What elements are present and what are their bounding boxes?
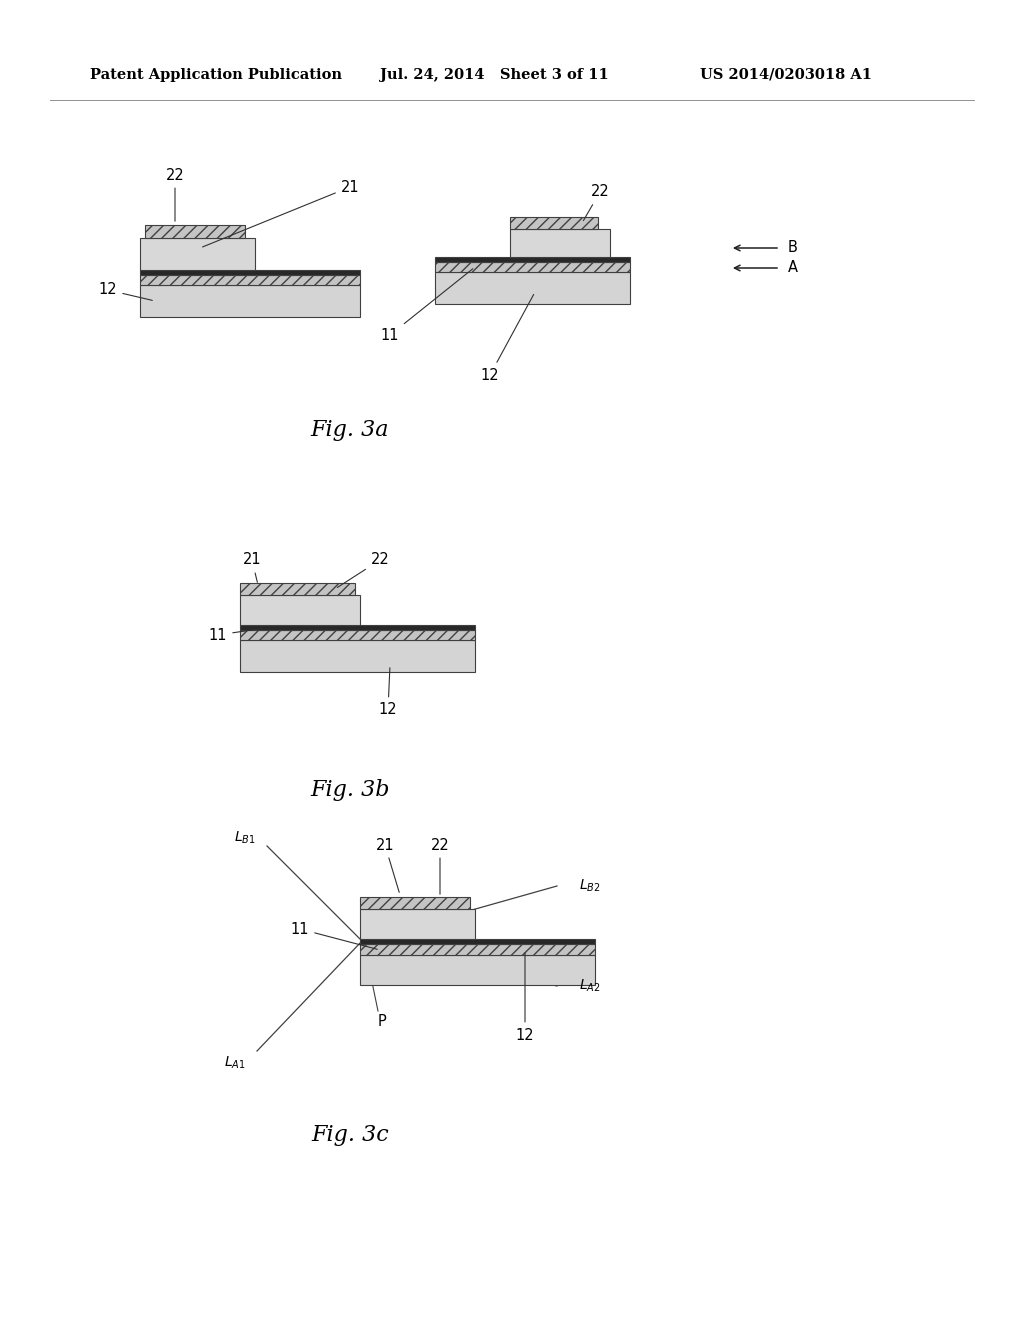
Bar (140, 238, 255, 271)
Bar (360, 909, 475, 939)
Text: Fig. 3c: Fig. 3c (311, 1125, 389, 1146)
Text: $L_{A2}$: $L_{A2}$ (579, 978, 601, 994)
Bar (140, 285, 360, 317)
Bar (510, 216, 598, 228)
Text: $L_{A1}$: $L_{A1}$ (224, 1055, 246, 1072)
Text: 21: 21 (376, 837, 399, 892)
Bar (140, 275, 360, 285)
Bar (360, 939, 595, 944)
Text: A: A (788, 260, 798, 276)
Bar (435, 257, 630, 261)
Bar (240, 630, 475, 640)
Text: 22: 22 (337, 553, 389, 587)
Bar (510, 228, 610, 257)
Text: 21: 21 (203, 180, 359, 247)
Bar (240, 583, 355, 595)
Text: 12: 12 (480, 294, 534, 383)
Text: Patent Application Publication: Patent Application Publication (90, 69, 342, 82)
Text: 11: 11 (291, 921, 377, 949)
Text: 22: 22 (584, 185, 609, 220)
Text: Fig. 3b: Fig. 3b (310, 779, 390, 801)
Text: 21: 21 (243, 553, 261, 582)
Bar (240, 595, 360, 624)
Bar (240, 640, 475, 672)
Bar (240, 624, 475, 630)
Bar (435, 272, 630, 304)
Text: $L_{B2}$: $L_{B2}$ (579, 878, 601, 894)
Bar (360, 944, 595, 954)
Text: 11: 11 (381, 269, 473, 342)
Text: 11: 11 (209, 627, 262, 643)
Text: 12: 12 (516, 953, 535, 1043)
Text: US 2014/0203018 A1: US 2014/0203018 A1 (700, 69, 872, 82)
Text: Fig. 3a: Fig. 3a (310, 418, 389, 441)
Bar (360, 898, 470, 909)
Text: Jul. 24, 2014   Sheet 3 of 11: Jul. 24, 2014 Sheet 3 of 11 (380, 69, 608, 82)
Text: P: P (378, 1014, 386, 1028)
Bar (140, 271, 360, 275)
Bar (435, 261, 630, 272)
Text: 22: 22 (431, 837, 450, 894)
Text: B: B (788, 240, 798, 256)
Bar (145, 224, 245, 238)
Bar (360, 954, 595, 985)
Text: 12: 12 (379, 668, 397, 718)
Text: 12: 12 (98, 282, 153, 301)
Text: $L_{B1}$: $L_{B1}$ (234, 830, 256, 846)
Text: 22: 22 (166, 168, 184, 222)
